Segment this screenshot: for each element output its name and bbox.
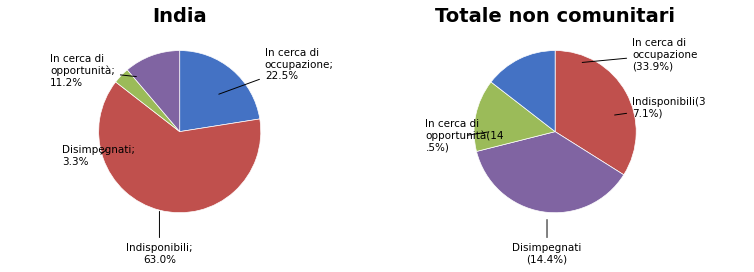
Text: In cerca di
opportunità;
11.2%: In cerca di opportunità; 11.2% [50,54,136,88]
Text: Disimpegnati
(14.4%): Disimpegnati (14.4%) [512,220,581,265]
Wedge shape [115,70,179,132]
Wedge shape [127,51,179,132]
Wedge shape [555,51,636,175]
Wedge shape [474,82,555,152]
Title: Totale non comunitari: Totale non comunitari [435,7,675,26]
Wedge shape [99,82,261,213]
Wedge shape [179,51,260,132]
Wedge shape [477,132,624,213]
Text: Disimpegnati;
3.3%: Disimpegnati; 3.3% [62,145,135,167]
Title: India: India [152,7,207,26]
Text: In cerca di
occupazione
(33.9%): In cerca di occupazione (33.9%) [582,38,697,71]
Text: Indisponibili(3
7.1%): Indisponibili(3 7.1%) [615,97,706,118]
Wedge shape [491,51,555,132]
Text: In cerca di
occupazione;
22.5%: In cerca di occupazione; 22.5% [219,48,334,94]
Text: Indisponibili;
63.0%: Indisponibili; 63.0% [126,211,193,265]
Text: In cerca di
opportunità(14
.5%): In cerca di opportunità(14 .5%) [425,119,504,153]
